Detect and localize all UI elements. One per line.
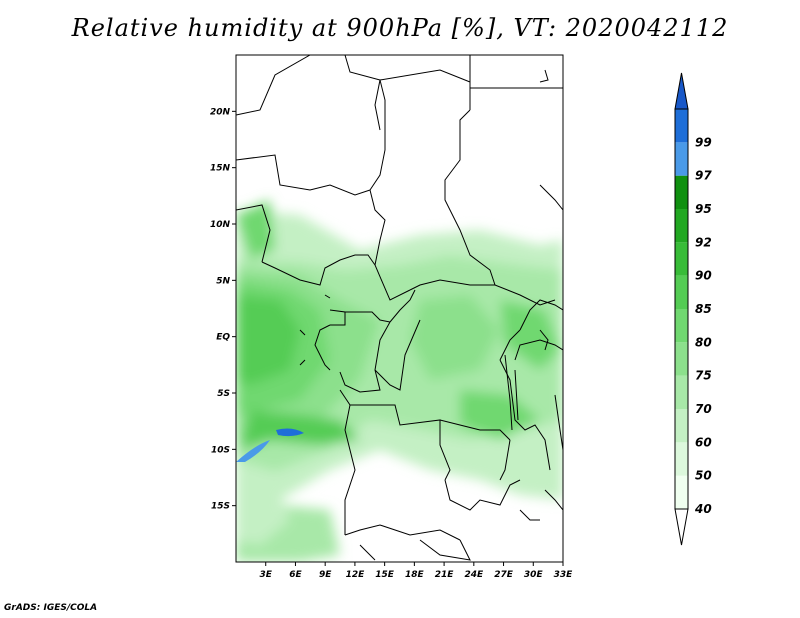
latitude-axis: 20N 15N 10N 5N EQ 5S 10S 15S — [210, 107, 236, 512]
humidity-field — [236, 55, 563, 562]
colorbar-label: 75 — [695, 369, 712, 383]
map-title: Relative humidity at 900hPa [%], VT: 202… — [71, 14, 729, 42]
colorbar-label: 90 — [695, 269, 712, 283]
lon-tick-label: 24E — [464, 570, 484, 580]
colorbar-label: 97 — [695, 169, 712, 183]
lon-tick-label: 6E — [289, 570, 302, 580]
colorbar-segment — [675, 142, 688, 176]
colorbar-label: 50 — [695, 469, 712, 483]
country-borders — [236, 55, 563, 561]
lon-tick-label: 33E — [554, 570, 574, 580]
colorbar-label: 70 — [695, 402, 712, 416]
map-frame — [235, 54, 564, 563]
colorbar-segment — [675, 275, 688, 309]
colorbar-outline — [674, 108, 689, 510]
colorbar-label: 60 — [695, 435, 712, 449]
colorbar-under-triangle — [674, 508, 689, 546]
lat-tick-label: 10S — [211, 445, 230, 455]
lat-tick-label: 15S — [211, 502, 230, 512]
colorbar-segment — [675, 475, 688, 509]
lat-tick-label: 10N — [210, 220, 231, 230]
colorbar-label: 95 — [695, 202, 712, 216]
lat-tick-label: 15N — [210, 164, 231, 174]
colorbar-segment — [675, 409, 688, 443]
grads-credit: GrADS: IGES/COLA — [4, 603, 98, 613]
lon-tick-label: 12E — [346, 570, 366, 580]
colorbar-segment — [675, 375, 688, 409]
lon-tick-label: 27E — [494, 570, 514, 580]
colorbar-label: 99 — [695, 135, 712, 149]
lon-tick-label: 9E — [319, 570, 332, 580]
colorbar-segment — [675, 175, 688, 209]
lon-tick-label: 18E — [405, 570, 425, 580]
lon-tick-label: 15E — [375, 570, 395, 580]
lat-tick-label: EQ — [216, 333, 230, 343]
lon-tick-label: 3E — [260, 570, 273, 580]
colorbar-segment — [675, 442, 688, 476]
colorbar-segment — [675, 109, 688, 143]
colorbar-segment — [675, 242, 688, 276]
colorbar-over-triangle — [674, 72, 689, 110]
lon-tick-label: 30E — [524, 570, 544, 580]
colorbar-label: 80 — [695, 335, 712, 349]
colorbar: 40 50 60 70 75 80 85 90 92 95 97 99 — [674, 72, 712, 546]
colorbar-segment — [675, 309, 688, 343]
colorbar-label: 85 — [695, 302, 712, 316]
longitude-axis: 3E 6E 9E 12E 15E 18E 21E 24E 27E 30E 33E — [260, 562, 574, 580]
colorbar-segment — [675, 209, 688, 243]
lat-tick-label: 20N — [210, 107, 231, 117]
lat-tick-label: 5S — [217, 389, 230, 399]
colorbar-label: 92 — [695, 235, 712, 249]
lon-tick-label: 21E — [435, 570, 455, 580]
lat-tick-label: 5N — [216, 276, 230, 286]
colorbar-segment — [675, 342, 688, 376]
colorbar-label: 40 — [694, 502, 712, 516]
